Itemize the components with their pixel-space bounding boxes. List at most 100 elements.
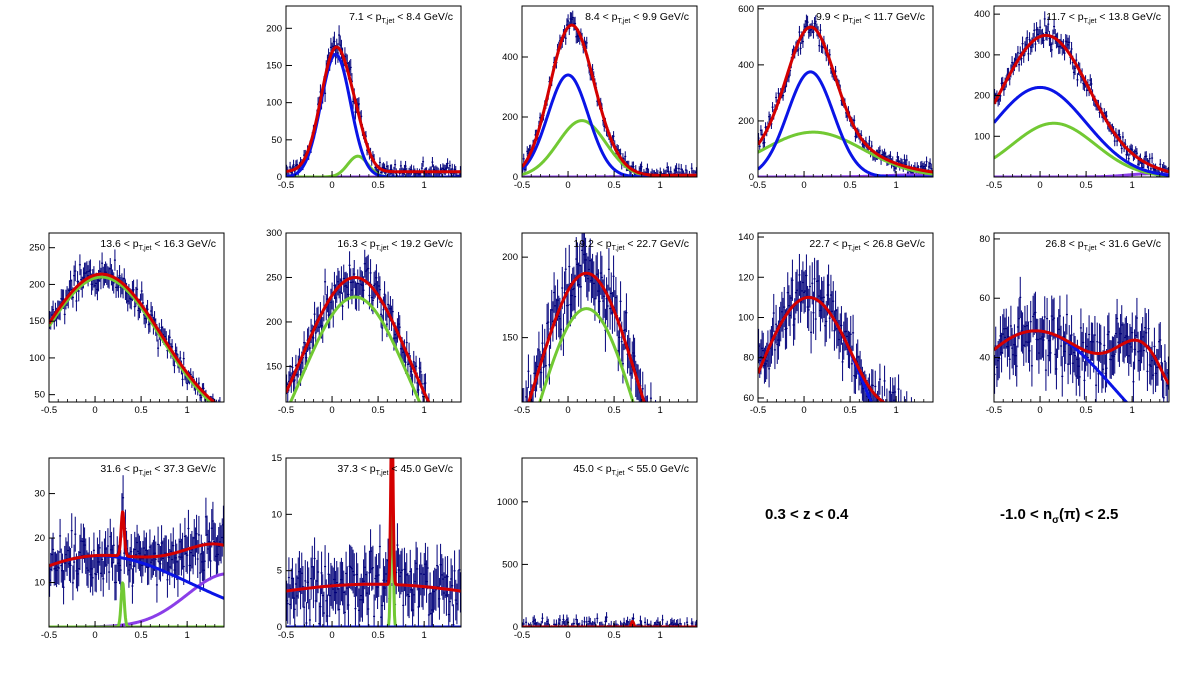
data-point: [1046, 32, 1049, 34]
data-point: [662, 178, 664, 179]
data-point: [662, 450, 664, 451]
data-point: [50, 553, 53, 556]
data-point: [541, 617, 544, 619]
data-point: [1127, 158, 1130, 160]
data-point: [522, 170, 524, 172]
data-point: [1041, 336, 1044, 338]
data-point: [1140, 162, 1143, 164]
data-point: [819, 29, 822, 31]
data-point: [681, 501, 683, 502]
data-point: [798, 274, 801, 276]
data-point: [369, 550, 372, 552]
data-point: [291, 577, 294, 580]
data-point: [389, 169, 392, 171]
data-point: [1021, 43, 1024, 45]
data-point: [154, 558, 157, 560]
data-point: [561, 287, 564, 289]
data-point: [375, 575, 378, 577]
data-point: [641, 407, 643, 408]
data-point: [759, 129, 762, 131]
data-point: [658, 431, 660, 432]
data-point: [1105, 115, 1108, 117]
data-point: [662, 173, 665, 175]
data-point: [1090, 340, 1093, 343]
data-point: [818, 295, 821, 297]
data-point: [82, 540, 85, 542]
data-point: [391, 421, 393, 422]
data-point: [759, 356, 762, 358]
data-point: [54, 567, 57, 570]
data-point: [833, 330, 836, 332]
data-point: [171, 558, 174, 561]
data-point: [1046, 317, 1049, 320]
data-point: [1006, 73, 1009, 75]
data-point: [1032, 315, 1035, 318]
data-point: [537, 349, 540, 351]
data-point: [146, 566, 149, 569]
data-point: [412, 182, 414, 183]
data-point: [384, 172, 387, 174]
data-point: [762, 142, 765, 144]
data-point: [455, 603, 458, 605]
data-point: [828, 54, 831, 56]
data-point: [1013, 344, 1016, 346]
data-point: [602, 628, 604, 629]
data-point: [785, 81, 788, 83]
data-point: [562, 618, 565, 621]
y-tick-label: 100: [266, 98, 282, 109]
data-point: [695, 171, 697, 173]
data-point: [1061, 375, 1064, 377]
x-tick-label: 1: [658, 180, 663, 191]
data-point: [217, 545, 220, 547]
data-point: [293, 170, 296, 172]
data-point: [404, 165, 407, 167]
data-point: [997, 360, 1000, 362]
data-point: [1026, 36, 1029, 39]
data-point: [625, 312, 628, 314]
data-point: [686, 621, 689, 623]
data-point: [583, 253, 586, 256]
data-point: [826, 294, 829, 296]
data-point: [550, 309, 553, 311]
data-point: [206, 534, 209, 536]
data-point: [581, 249, 584, 251]
data-point: [338, 608, 341, 611]
data-point: [56, 566, 59, 568]
data-point: [313, 313, 316, 315]
data-point: [62, 298, 65, 300]
data-point: [925, 161, 928, 163]
data-point: [174, 557, 177, 559]
data-point: [314, 332, 317, 334]
y-tick-label: 200: [266, 23, 282, 34]
axis-frame: [285, 457, 462, 628]
data-point: [648, 628, 650, 629]
data-point: [303, 154, 306, 156]
data-point: [649, 397, 652, 399]
data-point: [175, 353, 178, 355]
data-point: [1067, 44, 1070, 46]
data-point: [289, 374, 292, 376]
data-point: [897, 388, 900, 390]
data-point: [908, 427, 910, 428]
data-point: [679, 482, 681, 483]
data-point: [901, 425, 903, 426]
data-point: [533, 372, 536, 374]
data-point: [90, 283, 93, 285]
data-point: [1016, 326, 1019, 328]
y-tick-label: 150: [266, 361, 282, 372]
data-point: [109, 268, 112, 270]
data-point: [339, 291, 342, 293]
data-point: [653, 433, 655, 434]
data-point: [1114, 332, 1117, 335]
data-point: [1119, 333, 1122, 335]
data-point: [140, 290, 143, 292]
data-point: [387, 560, 390, 562]
data-point: [377, 574, 380, 576]
data-point: [1153, 345, 1156, 348]
data-point: [422, 396, 425, 398]
data-point: [1135, 317, 1138, 319]
data-point: [369, 272, 372, 274]
data-point: [806, 306, 809, 308]
